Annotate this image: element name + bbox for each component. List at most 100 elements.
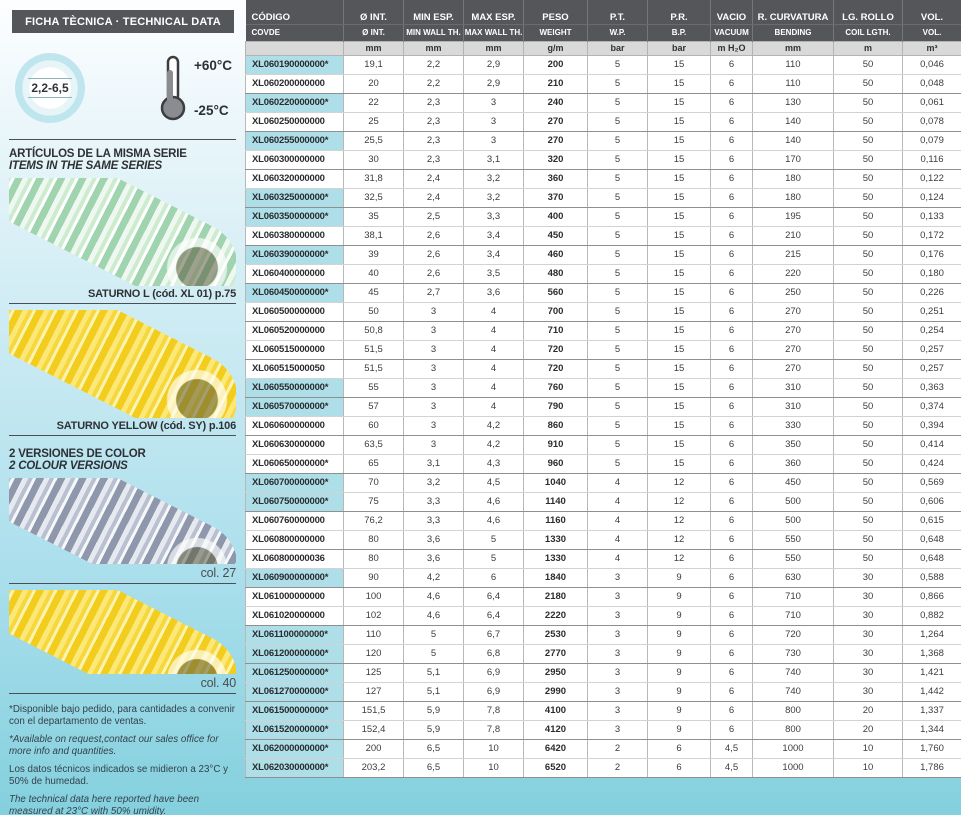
- value-cell: 40: [343, 264, 404, 284]
- value-cell: 500: [752, 511, 834, 531]
- table-row: XL060450000000* 45 2,7 3,6 560 5 15 6 250 50 0,226: [245, 283, 961, 303]
- value-cell: 5: [587, 378, 648, 398]
- value-cell: 0,226: [902, 283, 961, 303]
- value-cell: 4: [587, 549, 648, 569]
- value-cell: 50: [833, 435, 903, 455]
- table-row: XL060570000000* 57 3 4 790 5 15 6 310 50 0,374: [245, 397, 961, 417]
- table-row: XL062000000000* 200 6,5 10 6420 2 6 4,5 1000 10 1,…: [245, 739, 961, 759]
- table-row: XL060800000000 80 3,6 5 1330 4 12 6 550 50 0,648: [245, 530, 961, 550]
- value-cell: 30: [833, 682, 903, 702]
- value-cell: 4,5: [463, 473, 524, 493]
- col-header-es: R. CURVATURA: [752, 0, 834, 25]
- divider: [9, 303, 236, 304]
- value-cell: 5,9: [403, 701, 464, 721]
- value-cell: 2530: [523, 625, 588, 645]
- value-cell: 215: [752, 245, 834, 265]
- value-cell: 3,3: [463, 207, 524, 227]
- value-cell: 200: [343, 739, 404, 759]
- code-cell: XL060325000000*: [245, 188, 344, 208]
- table-row: XL060255000000* 25,5 2,3 3 270 5 15 6 140 50 0,079: [245, 131, 961, 151]
- value-cell: 10: [833, 758, 903, 778]
- value-cell: 50: [833, 530, 903, 550]
- table-row: XL060400000000 40 2,6 3,5 480 5 15 6 220 50 0,180: [245, 264, 961, 284]
- code-cell: XL061100000000*: [245, 625, 344, 645]
- hose-section-icon: 2,2-6,5: [15, 53, 85, 123]
- value-cell: 9: [647, 701, 711, 721]
- value-cell: 6: [710, 530, 753, 550]
- code-cell: XL060760000000: [245, 511, 344, 531]
- table-row: XL060250000000 25 2,3 3 270 5 15 6 140 50 0,078: [245, 112, 961, 132]
- value-cell: 180: [752, 169, 834, 189]
- value-cell: 50: [833, 207, 903, 227]
- col-header-es: MAX ESP.: [463, 0, 524, 25]
- value-cell: 50: [833, 283, 903, 303]
- value-cell: 6: [710, 74, 753, 94]
- value-cell: 4,6: [403, 587, 464, 607]
- value-cell: 460: [523, 245, 588, 265]
- table-row: XL061520000000* 152,4 5,9 7,8 4120 3 9 6 800 20 1,…: [245, 720, 961, 740]
- value-cell: 75: [343, 492, 404, 512]
- col-header-en: COVDE: [245, 24, 344, 41]
- value-cell: 3: [587, 701, 648, 721]
- value-cell: 240: [523, 93, 588, 113]
- value-cell: 6,9: [463, 682, 524, 702]
- saturno-yellow-caption: SATURNO YELLOW (cód. SY) p.106: [56, 420, 237, 432]
- value-cell: 5: [587, 131, 648, 151]
- value-cell: 6: [710, 454, 753, 474]
- value-cell: 10: [463, 758, 524, 778]
- value-cell: 6: [710, 644, 753, 664]
- code-cell: XL060515000050: [245, 359, 344, 379]
- value-cell: 110: [752, 55, 834, 75]
- value-cell: 0,363: [902, 378, 961, 398]
- value-cell: 9: [647, 720, 711, 740]
- value-cell: 320: [523, 150, 588, 170]
- value-cell: 3: [463, 93, 524, 113]
- value-cell: 30: [833, 625, 903, 645]
- value-cell: 50: [833, 378, 903, 398]
- value-cell: 15: [647, 150, 711, 170]
- value-cell: 1,760: [902, 739, 961, 759]
- value-cell: 6: [710, 625, 753, 645]
- table-row: XL061000000000 100 4,6 6,4 2180 3 9 6 710 30 0,866: [245, 587, 961, 607]
- value-cell: 3,6: [403, 549, 464, 569]
- value-cell: 9: [647, 682, 711, 702]
- value-cell: 50: [343, 302, 404, 322]
- value-cell: 6: [647, 739, 711, 759]
- value-cell: 370: [523, 188, 588, 208]
- table-row: XL061270000000* 127 5,1 6,9 2990 3 9 6 740 30 1,44…: [245, 682, 961, 702]
- value-cell: 6,4: [463, 606, 524, 626]
- value-cell: 2180: [523, 587, 588, 607]
- value-cell: 5,9: [403, 720, 464, 740]
- value-cell: 550: [752, 549, 834, 569]
- value-cell: 3: [587, 587, 648, 607]
- code-cell: XL061000000000: [245, 587, 344, 607]
- value-cell: 6: [710, 188, 753, 208]
- value-cell: 4: [463, 340, 524, 360]
- value-cell: 15: [647, 340, 711, 360]
- value-cell: 15: [647, 264, 711, 284]
- value-cell: 3: [587, 644, 648, 664]
- value-cell: 3: [403, 397, 464, 417]
- col-header-unit: [245, 40, 344, 56]
- header-row-en: COVDE Ø INT. MIN WALL TH. MAX WALL TH. WEIGH…: [245, 24, 961, 41]
- value-cell: 5: [587, 359, 648, 379]
- code-cell: XL060350000000*: [245, 207, 344, 227]
- value-cell: 6: [710, 150, 753, 170]
- value-cell: 3: [463, 112, 524, 132]
- value-cell: 50,8: [343, 321, 404, 341]
- value-cell: 0,124: [902, 188, 961, 208]
- value-cell: 860: [523, 416, 588, 436]
- yellow-hose-illustration: [9, 310, 236, 418]
- table-row: XL060200000000 20 2,2 2,9 210 5 15 6 110 50 0,048: [245, 74, 961, 94]
- code-cell: XL060380000000: [245, 226, 344, 246]
- code-cell: XL060700000000*: [245, 473, 344, 493]
- value-cell: 51,5: [343, 359, 404, 379]
- value-cell: 6: [710, 55, 753, 75]
- col-header-unit: m H₂O: [710, 40, 753, 56]
- code-cell: XL060600000000: [245, 416, 344, 436]
- value-cell: 4120: [523, 720, 588, 740]
- value-cell: 31,8: [343, 169, 404, 189]
- value-cell: 15: [647, 112, 711, 132]
- value-cell: 35: [343, 207, 404, 227]
- value-cell: 0,176: [902, 245, 961, 265]
